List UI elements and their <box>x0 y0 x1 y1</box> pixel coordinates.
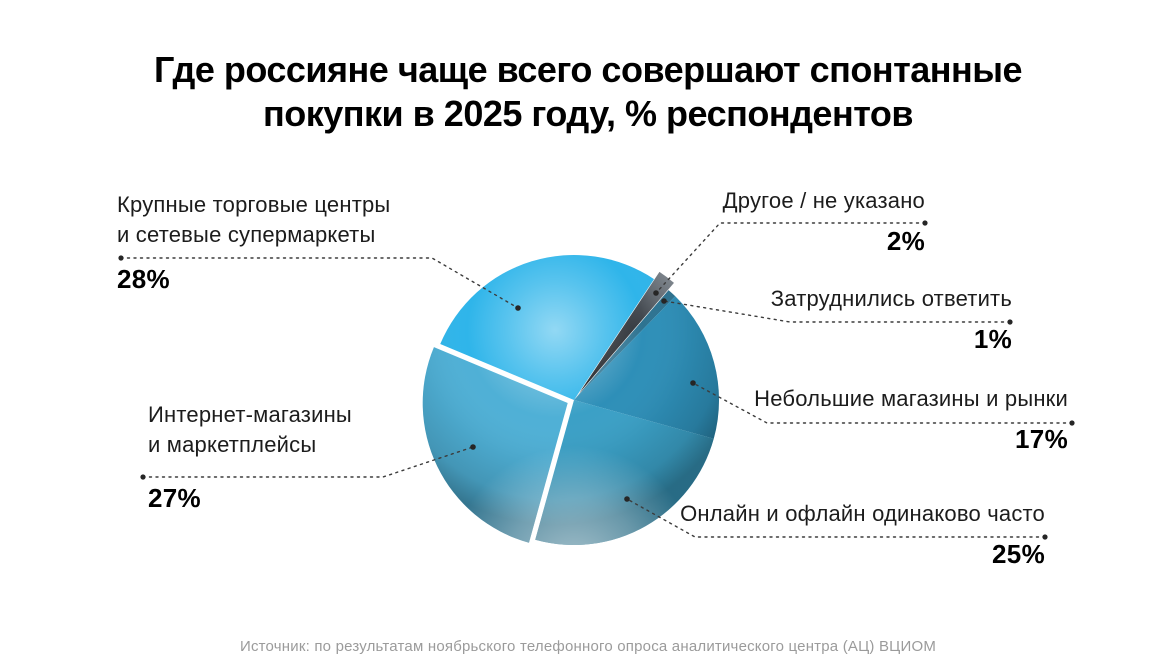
source-caption: Источник: по результатам ноябрьского тел… <box>239 638 937 655</box>
slice-label: Онлайн и офлайн одинаково часто <box>680 501 1045 527</box>
slice-label: Крупные торговые центры и сетевые суперм… <box>117 190 390 250</box>
slice-percent: 1% <box>973 324 1012 354</box>
page-title: Где россияне чаще всего совершают спонта… <box>0 48 1176 136</box>
leader-dot <box>140 474 146 480</box>
slice-label-line: Другое / не указано <box>722 188 925 213</box>
pie-chart <box>422 255 720 546</box>
slice-percent: 25% <box>992 539 1045 569</box>
pie-slices-group <box>422 255 720 546</box>
callout-small-shops: Небольшие магазины и рынки 17% <box>754 386 1068 455</box>
slice-label: Интернет-магазины и маркетплейсы <box>148 400 352 460</box>
slice-label-line: и сетевые супермаркеты <box>117 222 376 247</box>
slice-percent: 2% <box>886 226 925 256</box>
slice-percent: 17% <box>1015 424 1068 454</box>
slice-label: Другое / не указано <box>723 188 925 214</box>
slice-label-line: Крупные торговые центры <box>117 192 391 217</box>
callout-online-offline: Онлайн и офлайн одинаково часто 25% <box>680 501 1045 570</box>
slice-percent: 27% <box>148 483 201 513</box>
slice-label-line: Затруднились ответить <box>770 286 1012 311</box>
slice-label-line: Небольшие магазины и рынки <box>754 386 1068 411</box>
callout-online-marketplaces: Интернет-магазины и маркетплейсы 27% <box>148 400 352 514</box>
callout-undecided: Затруднились ответить 1% <box>771 286 1012 355</box>
callout-other: Другое / не указано 2% <box>723 188 925 257</box>
slice-label: Небольшие магазины и рынки <box>754 386 1068 412</box>
title-line-1: Где россияне чаще всего совершают спонта… <box>153 49 1023 90</box>
leader-dot <box>1069 420 1075 426</box>
slice-label-line: Онлайн и офлайн одинаково часто <box>680 501 1045 526</box>
slice-label: Затруднились ответить <box>771 286 1012 312</box>
slice-label-line: Интернет-магазины <box>148 402 352 427</box>
callout-malls-supermarkets: Крупные торговые центры и сетевые суперм… <box>117 190 390 295</box>
slice-percent: 28% <box>117 264 170 294</box>
title-line-2: покупки в 2025 году, % респондентов <box>263 92 913 134</box>
slice-label-line: и маркетплейсы <box>148 432 317 457</box>
